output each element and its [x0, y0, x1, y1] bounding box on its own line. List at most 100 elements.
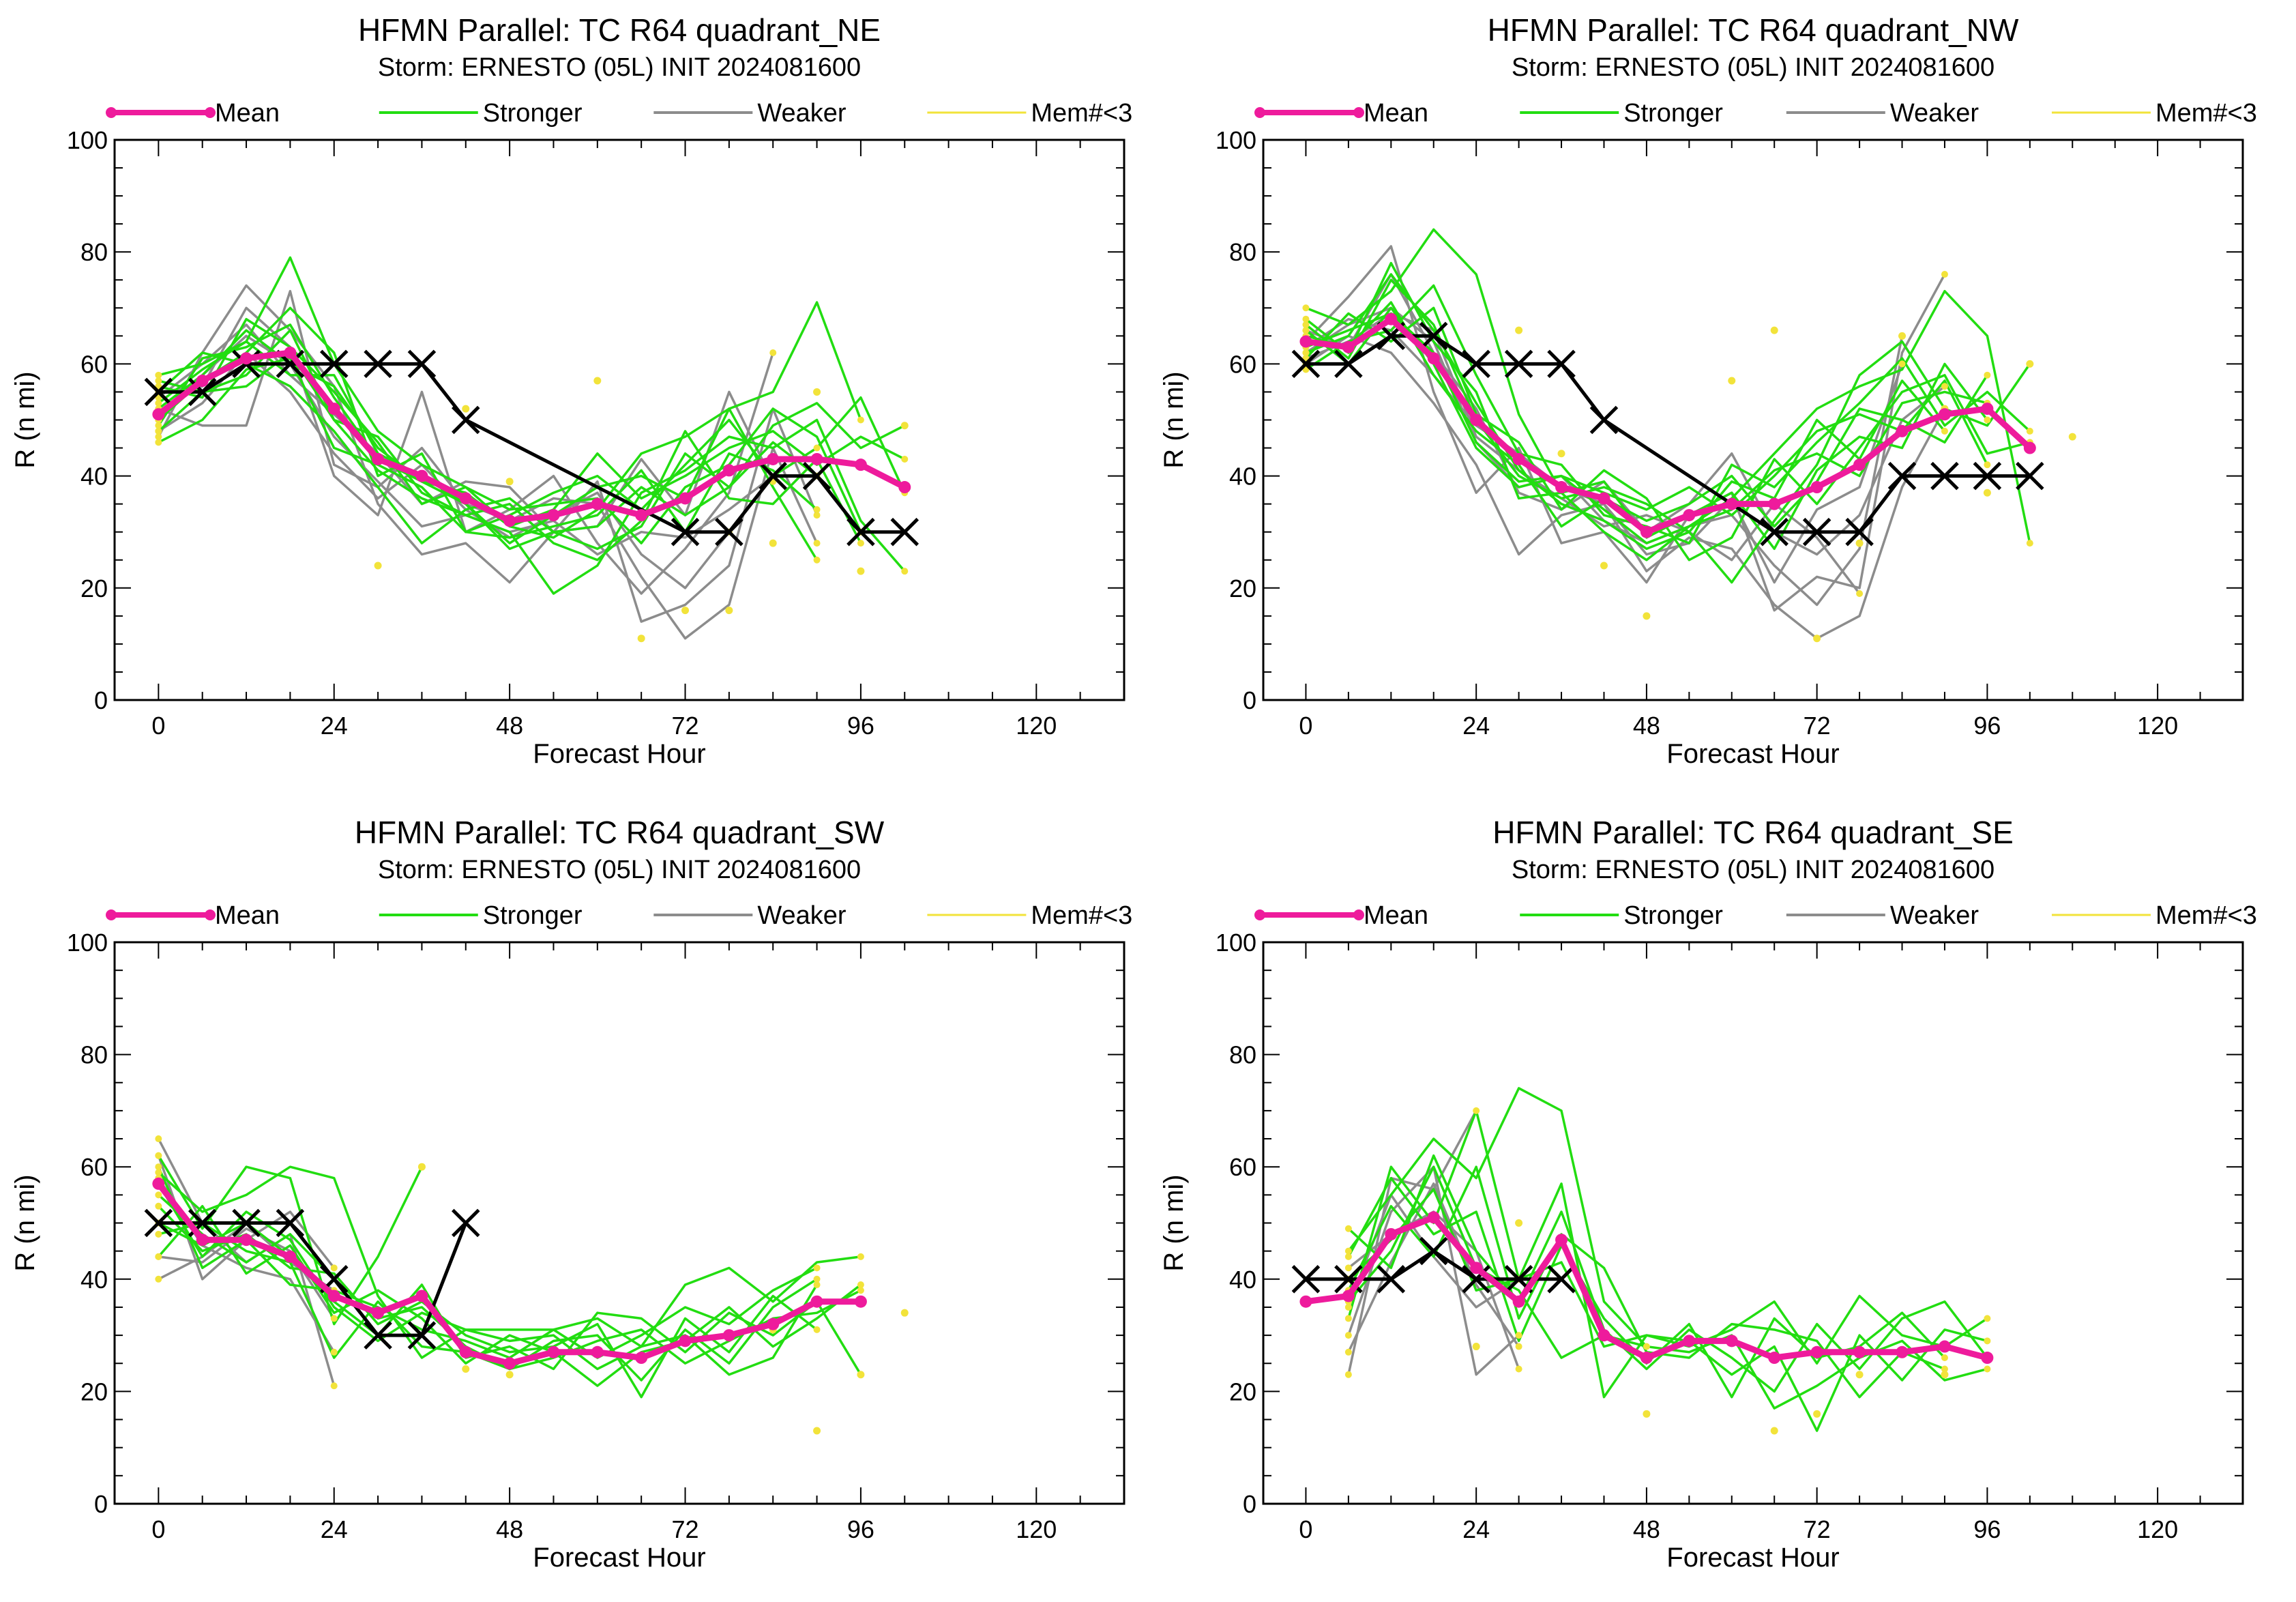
mean-point	[1683, 509, 1696, 522]
member-end-point	[813, 512, 821, 519]
mean-point	[284, 1250, 297, 1263]
mean-point	[1385, 312, 1398, 325]
mean-point	[1512, 1295, 1525, 1308]
member-end-point	[1515, 1365, 1522, 1373]
plot-area	[1291, 228, 2076, 643]
member-end-point	[1984, 371, 1991, 379]
legend-item-few-members: Mem#<3	[2051, 99, 2257, 128]
y-tick-label: 80	[80, 1041, 108, 1069]
x-tick-label: 96	[1973, 1515, 2001, 1543]
mean-point	[1810, 481, 1823, 494]
best-track-marker	[1419, 321, 1448, 351]
y-tick-label: 40	[80, 1266, 108, 1294]
x-tick-label: 120	[2137, 712, 2178, 740]
y-axis: 0 20 40 60 80 100	[1216, 929, 2243, 1518]
mean-point	[1598, 492, 1610, 505]
y-tick-label: 100	[1216, 929, 1256, 957]
plot-area	[144, 256, 919, 643]
mean-point	[1385, 1227, 1398, 1240]
best-track-marker	[1887, 461, 1917, 491]
legend-item-few-members: Mem#<3	[927, 901, 1132, 930]
best-track-marker	[1802, 517, 1831, 547]
y-tick-label: 0	[94, 686, 108, 714]
x-tick-label: 0	[1299, 712, 1312, 740]
mean-point	[810, 452, 823, 465]
best-track-marker	[1760, 517, 1789, 547]
few-member-point	[374, 562, 382, 570]
best-track-marker	[2016, 461, 2044, 491]
member-end-point	[1515, 1343, 1522, 1350]
member-start-point	[1344, 1253, 1352, 1260]
minor-ticks	[115, 140, 1125, 700]
mean-point	[196, 1234, 209, 1247]
few-member-point	[1855, 539, 1864, 547]
mean-point	[503, 514, 516, 527]
mean-point	[679, 1335, 692, 1348]
member-start-point	[1302, 304, 1310, 312]
legend-item-weaker: Weaker	[653, 99, 847, 128]
few-member-point	[1472, 1343, 1480, 1351]
best-track-marker	[1589, 405, 1619, 435]
few-member-point	[1855, 1371, 1864, 1379]
best-track-line	[158, 1221, 468, 1337]
member-start-point	[155, 427, 162, 435]
chart-panel-3: HFMN Parallel: TC R64 quadrant_SW Storm: …	[10, 815, 1132, 1573]
y-axis: 0 20 40 60 80 100	[67, 126, 1124, 714]
best-track-marker	[319, 349, 349, 379]
chart-title: HFMN Parallel: TC R64 quadrant_SW	[355, 815, 885, 850]
member-end-point	[2026, 427, 2033, 435]
member-end-point	[330, 1315, 338, 1322]
member-start-point	[155, 1202, 162, 1210]
y-tick-label: 40	[1229, 463, 1256, 491]
x-tick-label: 0	[1299, 1515, 1312, 1543]
mean-point	[679, 492, 692, 505]
mean-point	[854, 1295, 867, 1308]
member-end-point	[330, 1348, 338, 1356]
few-member-point	[813, 388, 821, 396]
y-tick-label: 80	[1229, 1041, 1256, 1069]
mean-point	[1512, 452, 1525, 465]
mean-point	[372, 1307, 385, 1320]
x-tick-label: 0	[151, 712, 165, 740]
member-end-point	[1941, 1354, 1948, 1362]
legend-label-mean: Mean	[1364, 99, 1428, 128]
plot-area	[1291, 1087, 1994, 1435]
best-track-marker	[1291, 1265, 1321, 1294]
mean-point	[2023, 441, 2036, 454]
y-tick-label: 100	[67, 929, 108, 957]
legend-item-stronger: Stronger	[379, 901, 583, 930]
mean-point	[1598, 1329, 1610, 1342]
y-axis-title: R (n mi)	[1159, 1174, 1189, 1271]
stronger-member-line-7	[1305, 301, 1988, 528]
member-end-point	[1984, 1337, 1991, 1345]
member-end-point	[330, 1382, 338, 1390]
weaker-member-line-5	[1347, 1182, 1520, 1353]
best-track-marker	[364, 349, 392, 379]
member-start-point	[155, 377, 162, 385]
chart-subtitle: Storm: ERNESTO (05L) INIT 2024081600	[1512, 53, 1995, 82]
stronger-members	[1305, 228, 2031, 584]
mean-point	[1981, 403, 1994, 416]
best-track-marker	[1973, 461, 2002, 491]
y-tick-label: 100	[67, 126, 108, 154]
mean-point	[635, 1352, 648, 1365]
member-start-point	[1344, 1225, 1352, 1232]
best-track-marker	[364, 1321, 392, 1350]
chart-title: HFMN Parallel: TC R64 quadrant_NW	[1488, 12, 2019, 48]
best-track-marker	[452, 1208, 480, 1238]
member-end-point	[1941, 427, 1948, 435]
mean-point	[1896, 1345, 1909, 1358]
few-member-points	[417, 1163, 909, 1435]
few-member-point	[857, 567, 865, 575]
mean-point	[1640, 1352, 1653, 1365]
few-member-point	[1515, 326, 1523, 334]
legend-label-few-members: Mem#<3	[1031, 99, 1132, 128]
few-member-point	[900, 422, 909, 430]
few-member-points	[374, 377, 909, 643]
y-tick-label: 0	[94, 1490, 108, 1518]
y-tick-label: 60	[80, 1153, 108, 1181]
stronger-member-line-6	[158, 317, 862, 544]
member-end-point	[813, 556, 821, 564]
